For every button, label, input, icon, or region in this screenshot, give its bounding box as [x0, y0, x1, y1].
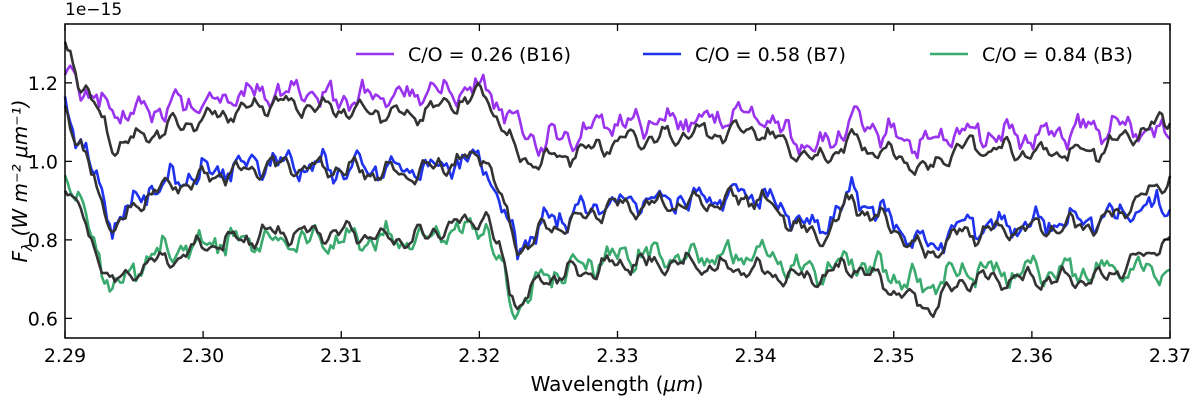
series-line	[63, 41, 1172, 176]
x-tick-label: 2.36	[1011, 345, 1053, 367]
series-line	[63, 105, 1172, 259]
x-tick-label: 2.32	[458, 345, 500, 367]
x-tick-label: 2.33	[596, 345, 638, 367]
series-line	[63, 96, 1172, 261]
y-tick-label: 0.6	[28, 308, 58, 330]
x-tick-label: 2.31	[320, 345, 362, 367]
x-tick-label: 2.35	[873, 345, 915, 367]
ticks-layer: 2.29 2.30 2.31 2.32 2.33 2.34 2.35 2.36 2.37 0.6 0…	[28, 24, 1191, 367]
y-offset-label: 1e−15	[65, 0, 122, 20]
series-line	[63, 174, 1171, 320]
y-tick-label: 0.8	[28, 230, 58, 252]
legend-label: C/O = 0.26 (B16)	[408, 44, 571, 66]
series-layer	[63, 41, 1172, 320]
x-tick-label: 2.29	[44, 345, 86, 367]
x-tick-label: 2.34	[734, 345, 776, 367]
legend-label: C/O = 0.58 (B7)	[695, 44, 846, 66]
legend-label: C/O = 0.84 (B3)	[982, 44, 1133, 66]
y-axis-label: Fλ (W m⁻² μm⁻¹)	[8, 99, 36, 262]
series-line	[63, 64, 1171, 160]
y-tick-label: 1.0	[28, 151, 58, 173]
x-tick-label: 2.37	[1149, 345, 1191, 367]
x-axis-label: Wavelength (μm)	[531, 372, 704, 396]
x-tick-label: 2.30	[182, 345, 224, 367]
series-line	[63, 190, 1171, 319]
legend: C/O = 0.26 (B16) C/O = 0.58 (B7) C/O = 0.8…	[356, 44, 1133, 66]
y-tick-label: 1.2	[28, 73, 58, 95]
